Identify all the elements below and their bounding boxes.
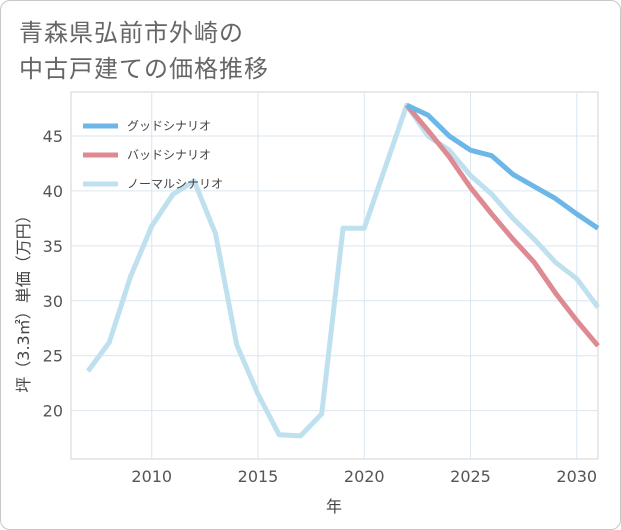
x-axis-ticks: 2010 2015 2020 2025 2030: [131, 467, 597, 486]
y-tick-label: 20: [43, 402, 63, 421]
series-line: [404, 103, 600, 348]
series-line: [85, 102, 601, 439]
y-axis-label: 坪（3.3㎡）単価（万円）: [14, 207, 33, 392]
legend-label: グッドシナリオ: [127, 119, 211, 133]
y-tick-label: 30: [43, 292, 63, 311]
chart-title-line-2: 中古戸建ての価格推移: [19, 55, 269, 83]
legend-label: ノーマルシナリオ: [127, 177, 223, 191]
chart-title: 青森県弘前市外崎の 中古戸建ての価格推移: [19, 15, 609, 87]
chart-title-line-1: 青森県弘前市外崎の: [19, 19, 244, 47]
y-tick-label: 35: [43, 237, 63, 256]
x-tick-label: 2020: [344, 467, 385, 486]
series-line: [405, 102, 600, 231]
x-tick-label: 2010: [131, 467, 172, 486]
y-tick-label: 45: [43, 127, 63, 146]
series-lines: [85, 102, 601, 439]
y-tick-label: 25: [43, 347, 63, 366]
y-axis-ticks: 20 25 30 35 40 45: [43, 127, 63, 421]
x-tick-label: 2015: [238, 467, 279, 486]
plot-area: [70, 91, 599, 460]
legend-label: バッドシナリオ: [127, 148, 211, 162]
y-tick-label: 40: [43, 182, 63, 201]
x-tick-label: 2025: [450, 467, 491, 486]
x-tick-label: 2030: [556, 467, 597, 486]
x-axis-label: 年: [326, 497, 342, 516]
